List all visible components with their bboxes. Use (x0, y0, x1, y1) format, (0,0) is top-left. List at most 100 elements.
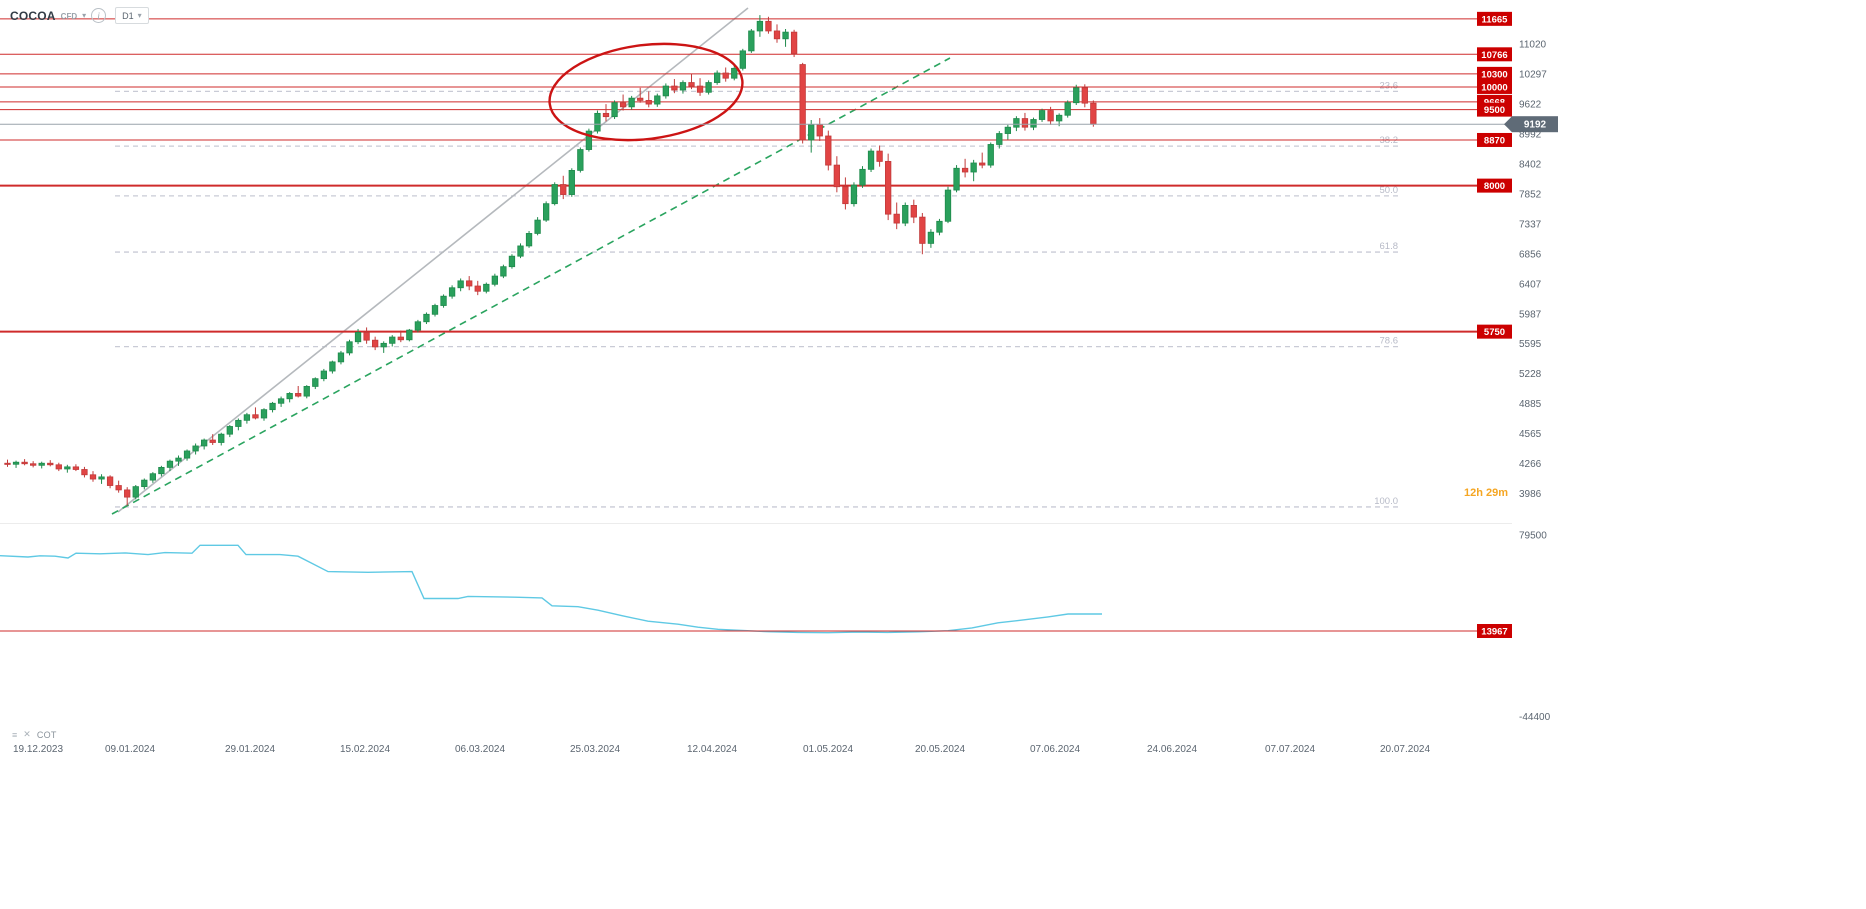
candle (953, 165, 960, 193)
candle (970, 159, 977, 182)
candle (525, 230, 533, 248)
candle (243, 412, 251, 424)
price-axis-label: 5987 (1519, 309, 1542, 320)
cot-axis-label: 79500 (1519, 531, 1547, 542)
candle (226, 425, 233, 438)
price-axis-label: 11020 (1519, 40, 1547, 51)
price-level-badge: 10000 (1477, 79, 1512, 94)
price-axis-label: 4885 (1519, 399, 1542, 410)
candle (380, 341, 387, 353)
indicator-settings-icon[interactable]: ≡ (12, 729, 18, 740)
candle (543, 201, 550, 222)
info-icon[interactable]: i (91, 8, 107, 23)
price-axis-label: 6407 (1519, 279, 1542, 290)
candle (987, 142, 994, 168)
candle (260, 408, 268, 421)
date-axis-label: 20.05.2024 (915, 744, 965, 755)
timeframe-caret-icon: ▾ (137, 11, 142, 20)
candle (457, 278, 464, 292)
candle (919, 212, 926, 255)
candle (893, 202, 900, 230)
timeframe-select[interactable]: D1 ▾ (115, 7, 149, 24)
candle (47, 460, 54, 467)
price-axis-label: 3986 (1519, 489, 1542, 500)
date-axis-label: 09.01.2024 (105, 744, 155, 755)
candle (72, 464, 80, 472)
candle (124, 487, 131, 506)
date-axis-label: 06.03.2024 (455, 744, 505, 755)
svg-text:10766: 10766 (1481, 50, 1507, 61)
candle (850, 182, 858, 207)
candle (1081, 84, 1088, 108)
candle (141, 478, 148, 490)
fib-level-label: 38.2 (1380, 135, 1399, 146)
current-price-badge: 9192 (1504, 116, 1558, 133)
price-axis-label: 5595 (1519, 339, 1542, 350)
candle (252, 407, 259, 420)
price-axis-label: 5228 (1519, 369, 1542, 380)
candle (158, 465, 165, 477)
ellipse-annotation[interactable] (544, 34, 748, 151)
price-axis-label: 4565 (1519, 429, 1542, 440)
price-axis-label: 10297 (1519, 70, 1547, 81)
candle (295, 385, 302, 398)
candle (397, 330, 404, 343)
fib-level-label: 61.8 (1380, 241, 1399, 252)
candle (354, 328, 362, 345)
candle (885, 153, 892, 221)
indicator-close-icon[interactable]: ✕ (23, 729, 31, 739)
price-level-badge: 5750 (1477, 324, 1512, 339)
candle (979, 152, 986, 169)
candle (55, 462, 62, 472)
price-axis-label: 7852 (1519, 189, 1542, 200)
svg-text:5750: 5750 (1484, 327, 1505, 338)
candle (756, 15, 764, 37)
symbol-dropdown-caret[interactable]: ▾ (82, 11, 87, 20)
candle (560, 175, 567, 200)
candle (192, 443, 199, 455)
candle (371, 336, 379, 351)
svg-text:9500: 9500 (1484, 105, 1505, 116)
candle (611, 100, 618, 120)
candles (4, 15, 1097, 506)
candle (1047, 106, 1054, 125)
candle-countdown: 12h 29m (1463, 487, 1508, 499)
candle (1038, 108, 1046, 122)
candle (517, 243, 524, 259)
candle (944, 186, 952, 224)
candle (594, 110, 601, 134)
candle (98, 474, 105, 484)
candle (1090, 100, 1097, 127)
candle (773, 24, 781, 43)
candle (534, 217, 541, 236)
candle (825, 130, 832, 171)
candle (688, 73, 695, 90)
candle (132, 484, 139, 500)
date-axis-label: 20.07.2024 (1380, 744, 1430, 755)
candle (235, 418, 242, 431)
candle (859, 166, 866, 188)
candle (440, 294, 447, 308)
price-level-badge: 10300 (1477, 66, 1512, 81)
candle (790, 29, 798, 58)
candle (748, 29, 755, 53)
indicator-label: COT (36, 729, 57, 740)
candle (577, 147, 584, 173)
candle (902, 202, 909, 227)
price-level-badge: 13967 (1477, 624, 1512, 638)
date-axis-label: 15.02.2024 (340, 744, 390, 755)
candle (996, 131, 1003, 149)
candle (808, 119, 815, 153)
fib-level-label: 100.0 (1374, 496, 1398, 507)
candle (782, 29, 789, 47)
symbol-name: COCOA (10, 8, 56, 23)
date-axis-label: 29.01.2024 (225, 744, 275, 755)
candle (166, 459, 174, 472)
price-axis-label: 7337 (1519, 219, 1542, 230)
date-axis-label: 07.07.2024 (1265, 744, 1315, 755)
trendline-green-dashed[interactable] (111, 57, 951, 515)
candle (619, 94, 627, 111)
trendline-gray[interactable] (117, 7, 749, 513)
